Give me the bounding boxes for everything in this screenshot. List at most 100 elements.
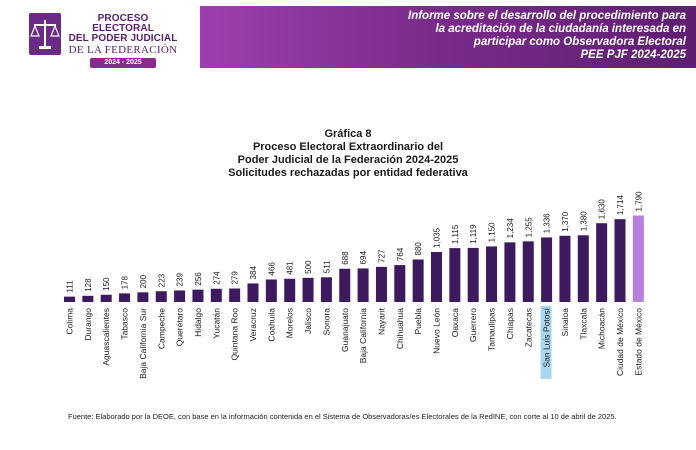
- data-label: 694: [359, 251, 368, 265]
- category-label: Baja California Sur: [138, 308, 148, 379]
- bar: [155, 291, 167, 302]
- data-label: 1,714: [616, 195, 625, 216]
- category-label: Sonora: [321, 308, 331, 336]
- category-label: Chihuahua: [395, 308, 405, 349]
- bar: [137, 292, 149, 302]
- bar: [302, 277, 314, 302]
- data-label: 274: [212, 271, 221, 285]
- category-label: Baja California: [358, 308, 368, 364]
- bar: [247, 283, 259, 302]
- bar: [229, 288, 241, 302]
- data-label: 1,234: [506, 218, 515, 239]
- category-label: Oaxaca: [450, 308, 460, 338]
- banner-text: Informe sobre el desarrollo del procedim…: [386, 10, 686, 62]
- bar: [504, 242, 516, 302]
- category-label: Colima: [65, 308, 75, 335]
- category-label: Sinaloa: [560, 308, 570, 337]
- category-label: Querétaro: [175, 308, 185, 347]
- bar: [596, 223, 608, 302]
- header: PROCESO ELECTORAL DEL PODER JUDICIAL DE …: [0, 0, 696, 72]
- data-label: 1,150: [488, 222, 497, 243]
- data-label: 239: [176, 273, 185, 287]
- category-label: Nuevo León: [432, 308, 442, 354]
- bar: [119, 293, 131, 302]
- data-label: 1,370: [561, 211, 570, 232]
- logo-line-3: DE LA FEDERACIÓN: [68, 44, 178, 56]
- data-label: 111: [66, 280, 75, 293]
- bar: [431, 251, 442, 302]
- bar: [375, 266, 387, 302]
- banner-line-3: participar como Observadora Electoral: [473, 36, 686, 48]
- source-note: Fuente: Elaborado por la DEOE, con base …: [68, 412, 617, 421]
- bar: [522, 241, 534, 302]
- banner-line-2: la acreditación de la ciudadanía interes…: [435, 23, 686, 35]
- category-label: Guerrero: [468, 308, 478, 342]
- data-label: 279: [231, 271, 240, 285]
- bar: [339, 268, 351, 302]
- category-label: Coahuila: [266, 308, 276, 342]
- bar: [82, 295, 94, 302]
- data-label: 150: [102, 277, 111, 291]
- data-label: 880: [414, 242, 423, 256]
- chart-title-line-4: Solicitudes rechazadas por entidad feder…: [228, 167, 468, 179]
- bar: [210, 288, 222, 302]
- category-label: Yucatán: [211, 308, 221, 339]
- bar: [320, 277, 332, 302]
- bar-chart: 111 Colima 128 Durango 150 Aguascalientes 178 T…: [64, 191, 644, 379]
- bar: [541, 237, 553, 302]
- category-label: Hidalgo: [193, 308, 203, 337]
- category-label: Jalisco: [303, 308, 313, 334]
- bar: [357, 268, 369, 302]
- data-label: 1,115: [451, 224, 460, 244]
- data-label: 1,255: [524, 217, 533, 238]
- bar: [467, 247, 479, 302]
- logo-line-1: PROCESO ELECTORAL: [92, 13, 154, 34]
- data-label: 764: [396, 247, 405, 261]
- chart-title: Gráfica 8 Proceso Electoral Extraordinar…: [0, 128, 696, 180]
- category-label: San Luis Potosí: [542, 307, 552, 367]
- bar: [486, 246, 498, 302]
- category-label: Michoacán: [597, 308, 607, 349]
- bar: [449, 248, 461, 302]
- data-label: 1,790: [634, 191, 643, 212]
- data-label: 128: [84, 278, 93, 292]
- data-label: 1,380: [579, 211, 588, 232]
- report-banner: Informe sobre el desarrollo del procedim…: [200, 6, 696, 68]
- data-label: 1,630: [598, 199, 607, 220]
- category-label: Tamaulipas: [487, 308, 497, 351]
- logo: PROCESO ELECTORAL DEL PODER JUDICIAL DE …: [28, 8, 178, 68]
- category-label: Veracruz: [248, 308, 258, 342]
- category-label: Guanajuato: [340, 308, 350, 352]
- bar: [192, 289, 204, 302]
- data-label: 511: [322, 260, 331, 273]
- scales-of-justice-icon: [29, 13, 61, 55]
- category-label: Zacatecas: [523, 308, 533, 347]
- chart-title-line-2: Proceso Electoral Extraordinario del: [252, 141, 444, 153]
- bar: [559, 235, 571, 302]
- data-label: 1,336: [543, 213, 552, 234]
- data-label: 223: [157, 273, 166, 287]
- category-label: Chiapas: [505, 308, 515, 339]
- bar: [577, 235, 589, 302]
- chart-title-line-3: Poder Judicial de la Federación 2024-202…: [237, 154, 459, 166]
- bar: [284, 278, 296, 302]
- data-label: 688: [341, 251, 350, 265]
- category-label: Estado de México: [633, 308, 643, 376]
- data-label: 466: [267, 262, 276, 276]
- data-label: 727: [377, 249, 386, 263]
- data-label: 178: [121, 276, 130, 290]
- bar: [394, 265, 406, 302]
- bar: [632, 215, 644, 302]
- category-label: Durango: [83, 308, 93, 341]
- category-label: Quintana Roo: [230, 308, 240, 361]
- bar: [174, 290, 186, 302]
- data-label: 1,119: [469, 224, 478, 244]
- category-label: Campeche: [156, 308, 166, 349]
- logo-years-badge: 2024 - 2025: [90, 58, 156, 68]
- category-label: Ciudad de México: [615, 308, 625, 376]
- data-label: 200: [139, 274, 148, 288]
- category-label: Puebla: [413, 308, 423, 335]
- data-label: 481: [286, 261, 295, 275]
- chart-title-line-1: Gráfica 8: [324, 128, 372, 140]
- data-label: 384: [249, 266, 258, 280]
